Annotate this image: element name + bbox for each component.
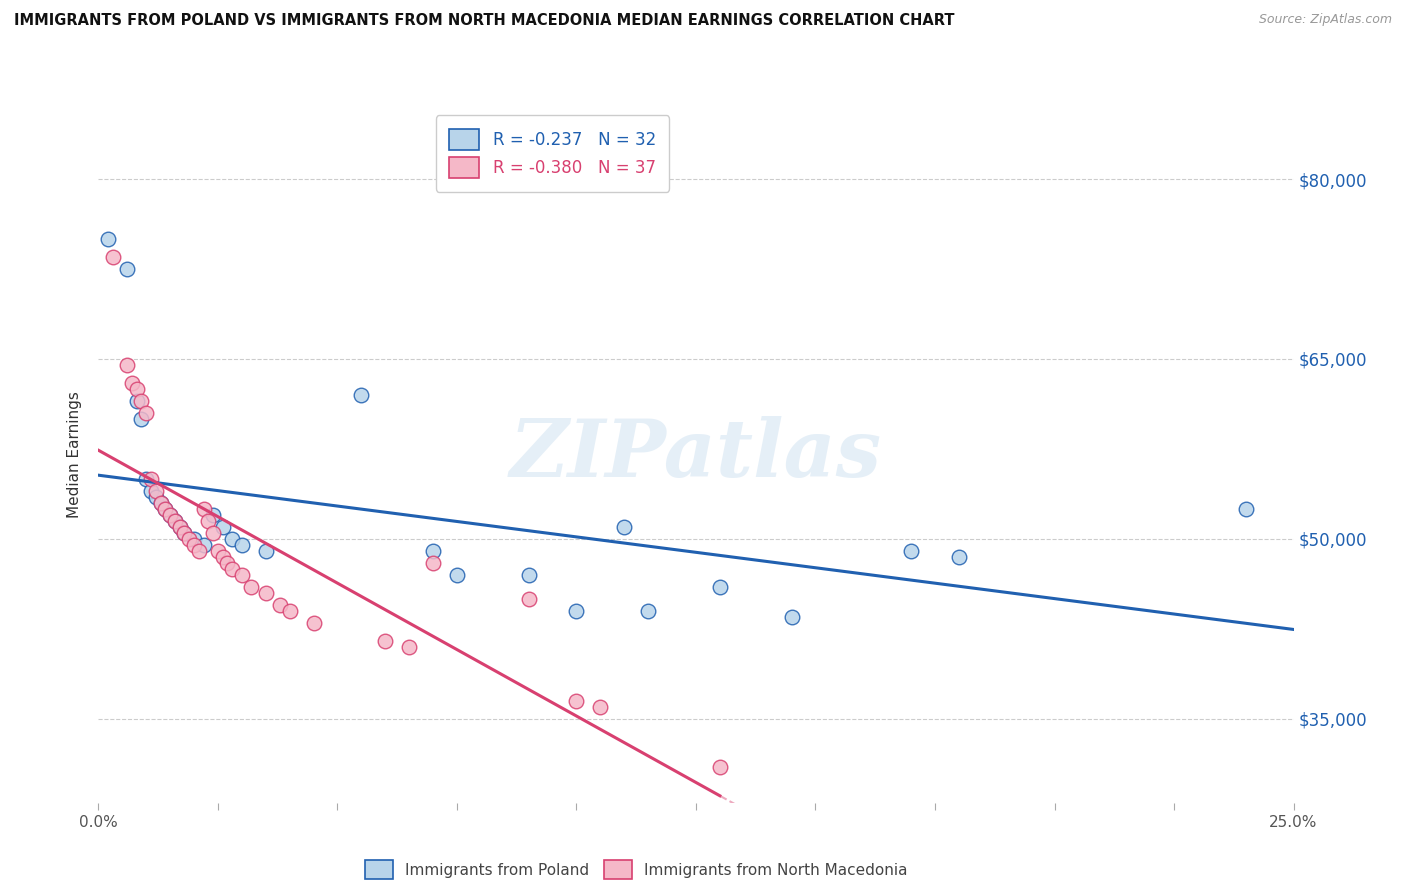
Point — [163, 514, 186, 528]
Point — [139, 483, 162, 498]
Point — [254, 586, 277, 600]
Point — [97, 232, 120, 246]
Point — [278, 604, 301, 618]
Point — [565, 604, 588, 618]
Point — [207, 544, 229, 558]
Point — [374, 633, 396, 648]
Point — [193, 538, 215, 552]
Point — [121, 376, 143, 390]
Point — [179, 532, 201, 546]
Point — [202, 525, 225, 540]
Point — [135, 472, 157, 486]
Point — [125, 382, 148, 396]
Point — [169, 520, 191, 534]
Point — [900, 544, 922, 558]
Point — [709, 580, 731, 594]
Text: ZIPatlas: ZIPatlas — [510, 417, 882, 493]
Point — [125, 393, 148, 408]
Point — [145, 490, 167, 504]
Point — [135, 406, 157, 420]
Text: Source: ZipAtlas.com: Source: ZipAtlas.com — [1258, 13, 1392, 27]
Point — [517, 567, 540, 582]
Point — [254, 544, 277, 558]
Point — [948, 549, 970, 564]
Point — [422, 556, 444, 570]
Point — [149, 496, 172, 510]
Point — [637, 604, 659, 618]
Point — [169, 520, 191, 534]
Point — [422, 544, 444, 558]
Point — [565, 694, 588, 708]
Point — [183, 538, 205, 552]
Point — [163, 514, 186, 528]
Point — [187, 544, 209, 558]
Point — [709, 760, 731, 774]
Point — [231, 567, 253, 582]
Point — [350, 388, 373, 402]
Point — [173, 525, 195, 540]
Point — [398, 640, 420, 654]
Point — [202, 508, 225, 522]
Point — [269, 598, 291, 612]
Point — [517, 591, 540, 606]
Legend: Immigrants from Poland, Immigrants from North Macedonia: Immigrants from Poland, Immigrants from … — [359, 854, 914, 886]
Point — [221, 562, 243, 576]
Point — [240, 580, 263, 594]
Point — [159, 508, 181, 522]
Point — [183, 532, 205, 546]
Y-axis label: Median Earnings: Median Earnings — [67, 392, 83, 518]
Point — [159, 508, 181, 522]
Point — [193, 502, 215, 516]
Point — [197, 514, 219, 528]
Point — [139, 472, 162, 486]
Point — [155, 502, 177, 516]
Point — [115, 262, 138, 277]
Point — [302, 615, 325, 630]
Point — [145, 483, 167, 498]
Point — [131, 393, 153, 408]
Point — [217, 556, 239, 570]
Point — [131, 412, 153, 426]
Point — [155, 502, 177, 516]
Point — [589, 699, 612, 714]
Point — [173, 525, 195, 540]
Text: IMMIGRANTS FROM POLAND VS IMMIGRANTS FROM NORTH MACEDONIA MEDIAN EARNINGS CORREL: IMMIGRANTS FROM POLAND VS IMMIGRANTS FRO… — [14, 13, 955, 29]
Point — [101, 250, 124, 264]
Point — [231, 538, 253, 552]
Point — [211, 549, 233, 564]
Point — [780, 610, 803, 624]
Point — [1234, 502, 1257, 516]
Point — [221, 532, 243, 546]
Point — [446, 567, 468, 582]
Point — [211, 520, 233, 534]
Point — [613, 520, 636, 534]
Point — [149, 496, 172, 510]
Point — [115, 358, 138, 372]
